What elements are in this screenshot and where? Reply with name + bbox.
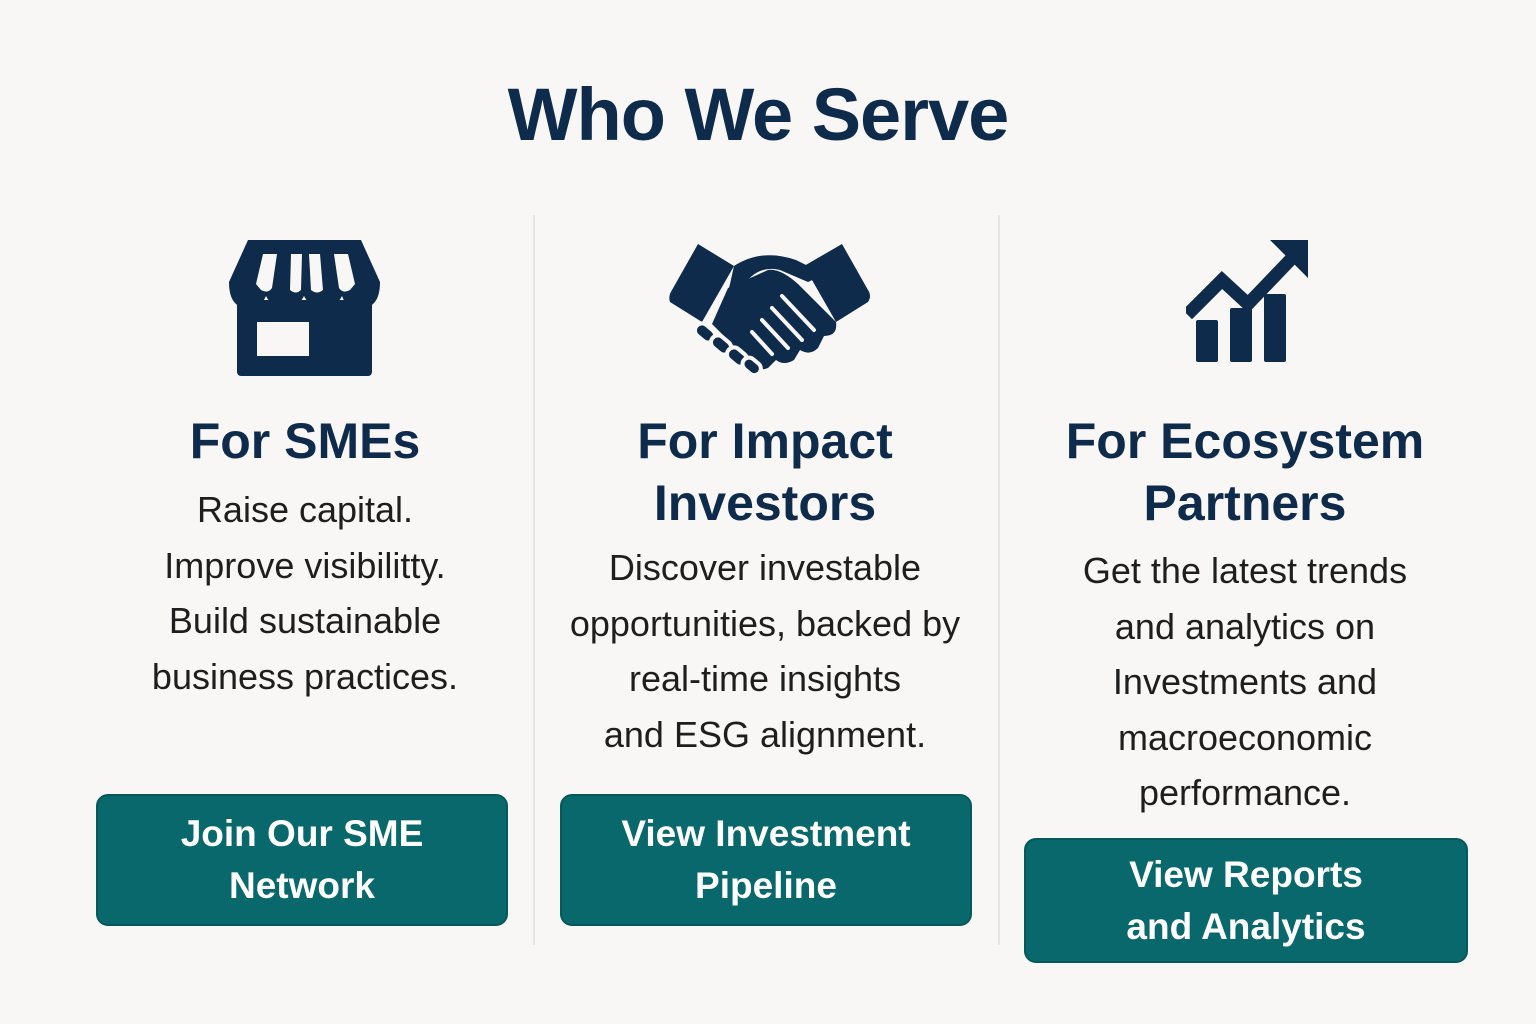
button-label-line: View Reports	[1129, 853, 1363, 895]
column-divider	[998, 215, 1000, 945]
description-line: Build sustainable	[168, 600, 442, 641]
button-label-line: View Investment	[621, 813, 911, 854]
description-line: opportunities, backed by	[569, 602, 961, 644]
button-label-line: Pipeline	[695, 865, 837, 906]
description-line: and analytics on	[1114, 605, 1376, 647]
column-divider	[533, 215, 535, 945]
impact-investors-description: Discover investable opportunities, backe…	[540, 540, 990, 762]
storefront-icon	[228, 240, 383, 376]
button-label-line: Join Our SME	[180, 813, 424, 854]
title-line: Partners	[1143, 475, 1347, 531]
ecosystem-partners-description: Get the latest trends and analytics on I…	[1010, 543, 1480, 821]
sme-column: For SMEs Raise capital. Improve visibili…	[60, 0, 550, 1024]
handshake-icon	[668, 240, 872, 382]
description-line: Investments and	[1112, 661, 1378, 702]
sme-title: For SMEs	[60, 410, 550, 472]
join-sme-network-button[interactable]: Join Our SME Network	[96, 794, 508, 926]
description-line: performance.	[1138, 772, 1352, 813]
description-line: Raise capital.	[196, 489, 414, 530]
title-line: For SMEs	[189, 413, 421, 469]
view-reports-analytics-button[interactable]: View Reports and Analytics	[1024, 838, 1468, 963]
title-line: Investors	[653, 475, 877, 531]
description-line: real-time insights	[628, 658, 902, 699]
button-label-line: Network	[229, 865, 375, 906]
title-line: For Ecosystem	[1065, 413, 1425, 469]
growth-chart-icon	[1186, 238, 1310, 364]
description-line: Discover investable	[608, 547, 922, 588]
description-line: business practices.	[151, 655, 459, 697]
impact-investors-title: For Impact Investors	[540, 410, 990, 534]
description-line: Get the latest trends	[1082, 550, 1408, 591]
ecosystem-partners-title: For Ecosystem Partners	[1010, 410, 1480, 534]
description-line: and ESG alignment.	[603, 713, 927, 755]
button-label-line: and Analytics	[1126, 905, 1366, 947]
ecosystem-partners-column: For Ecosystem Partners Get the latest tr…	[1010, 0, 1480, 1024]
page-title: Who We Serve	[507, 73, 1010, 156]
view-investment-pipeline-button[interactable]: View Investment Pipeline	[560, 794, 972, 926]
sme-description: Raise capital. Improve visibilitty. Buil…	[60, 482, 550, 704]
impact-investors-column: For Impact Investors Discover investable…	[540, 0, 990, 1024]
title-line: For Impact	[637, 413, 893, 469]
description-line: macroeconomic	[1117, 716, 1373, 758]
description-line: Improve visibilitty.	[164, 544, 446, 586]
